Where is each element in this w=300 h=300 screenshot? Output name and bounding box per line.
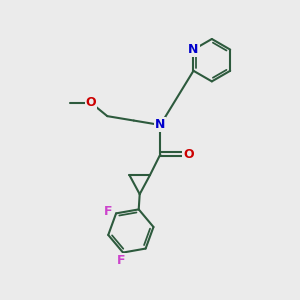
- Text: N: N: [188, 43, 199, 56]
- Text: F: F: [103, 206, 112, 218]
- Text: F: F: [117, 254, 126, 267]
- Text: N: N: [155, 118, 166, 131]
- Text: O: O: [86, 96, 96, 110]
- Text: O: O: [183, 148, 194, 161]
